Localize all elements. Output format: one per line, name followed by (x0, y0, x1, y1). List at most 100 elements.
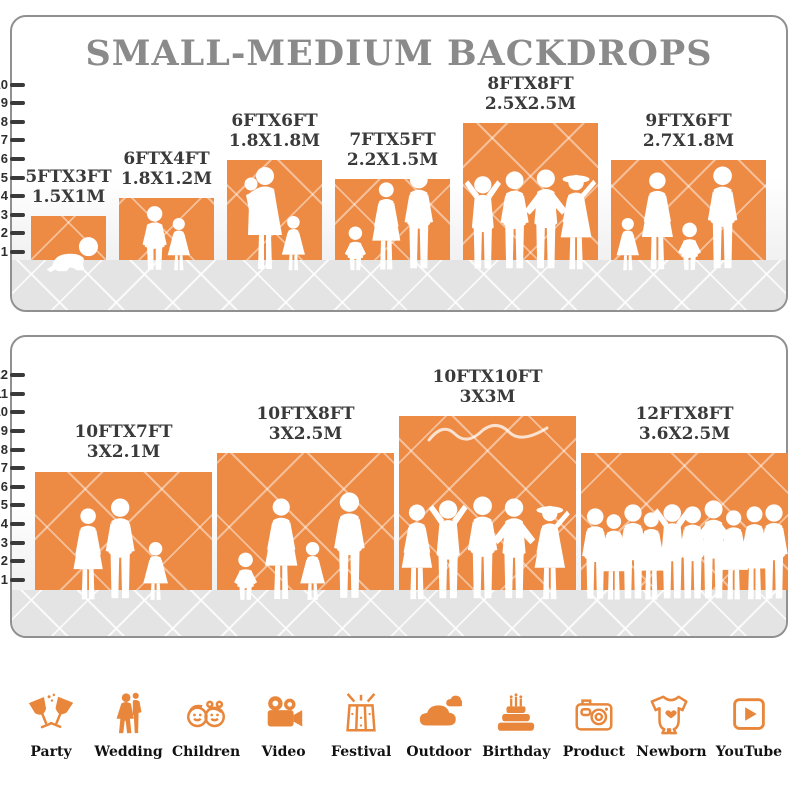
birthday-icon (498, 693, 535, 731)
ruler-tick (10, 503, 25, 508)
ruler-tick (10, 194, 25, 199)
category-outdoor: Outdoor (404, 691, 474, 760)
category-label: Outdoor (406, 744, 472, 760)
page-title: SMALL-MEDIUM BACKDROPS (85, 33, 713, 74)
ruler-tick (10, 119, 25, 124)
backdrop-panel-top: SMALL-MEDIUM BACKDROPS 1 2 3 4 5 6 7 8 9 10 5FTX3F… (0, 15, 788, 312)
category-label: Video (261, 744, 306, 760)
ruler-tick (10, 250, 25, 254)
ruler-tick (10, 175, 25, 180)
ruler-tick (10, 484, 25, 489)
toddler-silhouette (341, 225, 370, 273)
backdrop-bar-10ftx8ft (217, 452, 394, 590)
backdrop-bar-6ftx4ft (119, 197, 214, 260)
category-label: Birthday (482, 744, 551, 760)
category-row: Party Wedding (0, 660, 800, 760)
wedding-icon (116, 692, 142, 734)
children-icon (187, 700, 226, 728)
man-silhouette (701, 165, 744, 273)
ruler-tick (10, 157, 25, 161)
ruler-tick (10, 372, 25, 377)
youtube-icon (733, 698, 765, 730)
ruler-tick (10, 391, 25, 396)
watermark-script (427, 423, 548, 442)
ruler-number: 1 (0, 572, 8, 587)
man-silhouette (327, 491, 372, 603)
category-label: Wedding (94, 744, 163, 760)
ruler-number: 9 (0, 95, 8, 111)
ruler-number: 9 (0, 422, 8, 438)
bar-size-label: 6FTX4FT 1.8X1.2M (120, 148, 213, 189)
bar-size-label: 10FTX7FT 3X2.1M (74, 422, 173, 463)
ruler-tick (10, 578, 25, 582)
girl-silhouette (162, 217, 196, 273)
man-silhouette (754, 503, 794, 603)
ruler-tick (10, 101, 25, 106)
ruler-number: 6 (0, 478, 8, 494)
ruler-number: 2 (0, 225, 8, 241)
ruler-number: 7 (0, 132, 8, 148)
ruler-number: 1 (0, 244, 8, 259)
ruler-number: 2 (0, 553, 8, 569)
newborn-icon (650, 695, 688, 735)
ruler-number: 3 (0, 534, 8, 550)
baby-silhouette (43, 233, 101, 273)
ruler-tick (10, 466, 25, 471)
toddler-silhouette (230, 551, 261, 603)
category-youtube: YouTube (714, 691, 784, 760)
ruler-tick (10, 540, 25, 545)
festival-icon (346, 693, 376, 732)
ruler-tick (10, 82, 25, 87)
woman-silhouette (636, 171, 679, 273)
ruler-number: 7 (0, 460, 8, 476)
category-label: Newborn (636, 744, 707, 760)
ruler-number: 4 (0, 188, 8, 204)
bar-size-label: 8FTX8FT 2.5X2.5M (484, 74, 577, 115)
ruler-number: 11 (0, 385, 8, 401)
ruler-number: 10 (0, 76, 8, 92)
ruler-tick (10, 138, 25, 143)
category-label: Festival (331, 744, 392, 760)
ruler-number: 8 (0, 113, 8, 129)
product-icon (575, 699, 613, 731)
bar-size-label: 9FTX6FT 2.7X1.8M (642, 111, 735, 152)
ruler-tick (10, 522, 25, 527)
category-newborn: Newborn (636, 691, 707, 760)
outdoor-icon (419, 695, 462, 726)
ruler-number: 12 (0, 366, 8, 382)
ruler-tick (10, 447, 25, 452)
bar-size-label: 6FTX6FT 1.8X1.8M (228, 111, 321, 152)
girl-silhouette (276, 215, 311, 273)
category-product: Product (559, 691, 629, 760)
video-icon (267, 696, 302, 727)
woman-hat-silhouette (526, 503, 574, 603)
bar-size-label: 5FTX3FT 1.5X1M (25, 167, 112, 208)
ruler-number: 6 (0, 151, 8, 166)
ground-strip (12, 590, 786, 636)
category-party: Party (16, 691, 86, 760)
ruler-number: 10 (0, 404, 8, 420)
man-silhouette (99, 497, 141, 603)
ruler-tick (10, 559, 25, 564)
category-children: Children (171, 691, 241, 760)
ground-strip (12, 260, 786, 310)
bar-size-label: 7FTX5FT 2.2X1.5M (346, 129, 439, 170)
category-label: YouTube (715, 744, 783, 760)
ruler-tick (10, 428, 25, 433)
category-label: Product (562, 744, 625, 760)
bar-size-label: 10FTX8FT 3X2.5M (256, 403, 355, 444)
category-wedding: Wedding (94, 691, 164, 760)
girl-silhouette (137, 541, 174, 603)
ruler-number: 5 (0, 497, 8, 513)
ruler-tick (10, 410, 25, 415)
ruler-tick (10, 231, 25, 236)
bar-size-label: 10FTX10FT 3X3M (432, 366, 543, 407)
category-birthday: Birthday (481, 691, 551, 760)
ruler-number: 3 (0, 206, 8, 222)
ruler-number: 4 (0, 516, 8, 532)
ruler-number: 8 (0, 441, 8, 457)
category-video: Video (249, 691, 319, 760)
ruler-tick (10, 212, 25, 217)
category-label: Party (30, 744, 72, 760)
